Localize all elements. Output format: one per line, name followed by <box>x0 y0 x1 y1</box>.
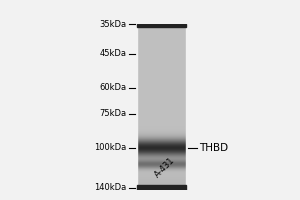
Bar <box>186 24 225 190</box>
Bar <box>137 185 186 190</box>
Bar <box>6 24 137 190</box>
Text: A-431: A-431 <box>153 155 177 179</box>
Text: 75kDa: 75kDa <box>99 109 127 118</box>
Text: 35kDa: 35kDa <box>99 20 127 29</box>
Text: 100kDa: 100kDa <box>94 143 127 152</box>
Text: THBD: THBD <box>199 143 228 153</box>
Text: 140kDa: 140kDa <box>94 183 127 192</box>
Bar <box>137 24 186 27</box>
Text: 45kDa: 45kDa <box>99 49 127 58</box>
Text: 60kDa: 60kDa <box>99 83 127 92</box>
